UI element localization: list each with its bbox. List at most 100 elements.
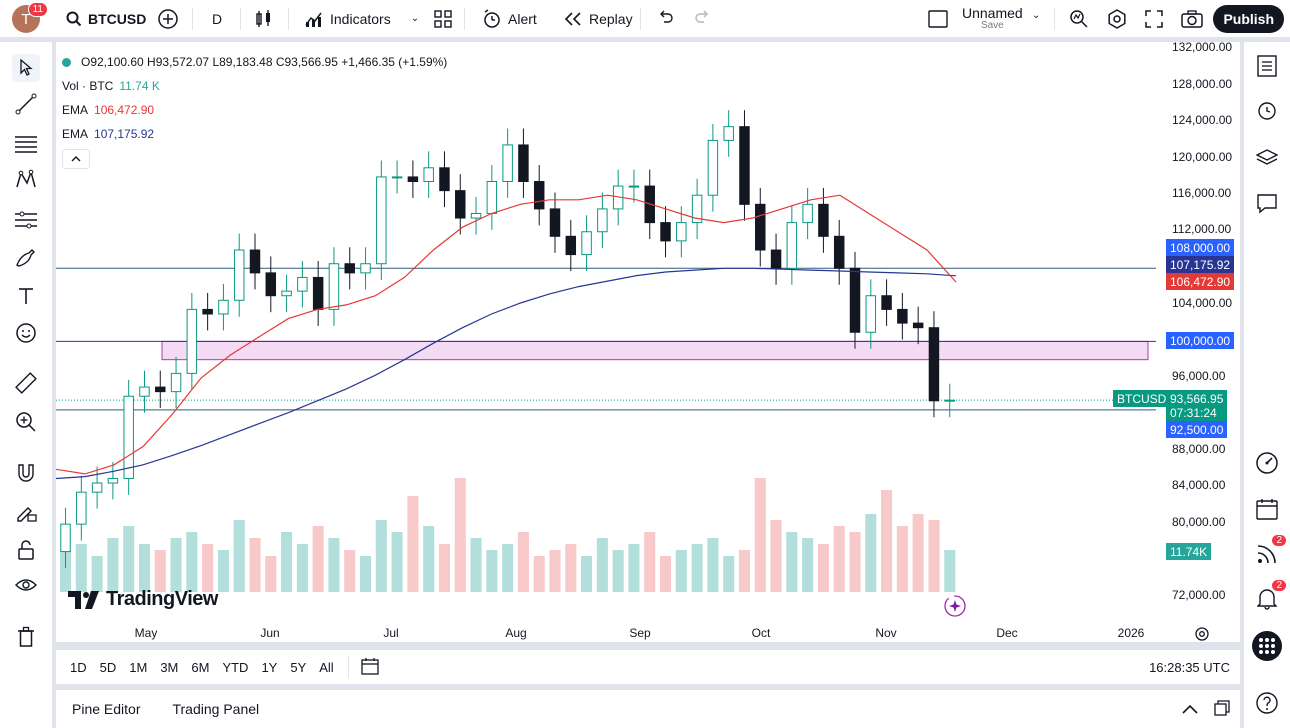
chart-type-button[interactable] (255, 9, 273, 32)
compare-symbol-button[interactable] (157, 8, 179, 33)
brush-tool[interactable] (12, 244, 40, 272)
settings-button[interactable] (1106, 8, 1128, 33)
text-tool[interactable] (12, 282, 40, 310)
chevron-down-icon[interactable]: ⌄ (1032, 10, 1041, 21)
candle-body (549, 208, 561, 237)
remove-tool[interactable] (12, 623, 40, 651)
prediction-tool[interactable] (12, 206, 40, 234)
products-button[interactable] (1252, 631, 1282, 661)
trading-panel-tab[interactable]: Trading Panel (172, 701, 260, 717)
chat-icon (1257, 194, 1277, 214)
support-price-label[interactable]: 92,500.00 (1166, 421, 1228, 438)
chevron-up-icon (71, 156, 81, 162)
volume-bar (296, 544, 308, 592)
candle-body (391, 176, 403, 179)
price-chart[interactable] (56, 42, 1240, 642)
chart-pane[interactable] (56, 42, 1240, 642)
magnifier-spark-icon (1070, 10, 1088, 28)
publish-button[interactable]: Publish (1213, 5, 1284, 33)
help-icon (1256, 692, 1278, 714)
rss-icon (1257, 545, 1276, 564)
news-feed-button[interactable]: 2 (1252, 535, 1286, 569)
watchlist-button[interactable] (1252, 51, 1282, 81)
measure-tool[interactable] (12, 369, 40, 397)
indicators-button[interactable]: Indicators ⌄ (296, 0, 427, 38)
rewind-icon (564, 11, 581, 26)
range-1d[interactable]: 1D (70, 659, 87, 675)
undo-button[interactable] (656, 10, 674, 29)
legend-ema-slow-row[interactable]: EMA 107,175.92 (62, 127, 155, 141)
alarm-clock-icon (1258, 102, 1276, 120)
pattern-tool[interactable] (12, 166, 40, 194)
legend-volume-row[interactable]: Vol · BTC 11.74 K (62, 79, 160, 93)
range-1y[interactable]: 1Y (261, 659, 278, 675)
ai-assistant-button[interactable] (941, 594, 967, 623)
range-6m[interactable]: 6M (191, 659, 210, 675)
volume-bar (581, 556, 593, 592)
candle-body (107, 477, 119, 484)
fullscreen-button[interactable] (1144, 9, 1164, 32)
alerts-button[interactable] (1252, 95, 1282, 125)
range-3m[interactable]: 3M (160, 659, 179, 675)
time-tick: Aug (505, 626, 527, 640)
replay-button[interactable]: Replay (555, 0, 641, 38)
volume-bar (596, 538, 608, 592)
fib-tool[interactable] (12, 130, 40, 158)
volume-bar (675, 550, 687, 592)
price-tick: 112,000.00 (1172, 222, 1232, 236)
calendar-icon (1256, 499, 1278, 520)
zoom-tool[interactable] (12, 408, 40, 436)
zone-price-label[interactable]: 100,000.00 (1166, 332, 1235, 349)
redo-button[interactable] (694, 10, 712, 29)
range-5y[interactable]: 5Y (290, 659, 307, 675)
price-tick: 120,000.00 (1172, 150, 1233, 164)
notifications-button[interactable]: 2 (1252, 580, 1286, 614)
cursor-tool[interactable] (12, 54, 40, 82)
line-price-label[interactable]: 108,000.00 (1166, 239, 1235, 256)
pine-editor-tab[interactable]: Pine Editor (72, 701, 141, 717)
legend-ema-fast-row[interactable]: EMA 106,472.90 (62, 103, 155, 117)
lock-tool[interactable] (12, 536, 40, 564)
clock[interactable]: 16:28:35 UTC (1149, 659, 1230, 675)
symbol-search[interactable]: BTCUSD (58, 0, 154, 38)
range-5d[interactable]: 5D (99, 659, 117, 675)
range-ytd[interactable]: YTD (222, 659, 249, 675)
layout-select-button[interactable] (928, 10, 948, 31)
time-tick: Sep (629, 626, 651, 640)
chats-button[interactable] (1252, 189, 1282, 219)
tradingview-logo[interactable]: TradingView (68, 588, 218, 611)
interval-button[interactable]: D (212, 11, 223, 27)
alert-button[interactable]: Alert (474, 0, 545, 38)
emoji-tool[interactable] (12, 319, 40, 347)
price-tick: 88,000.00 (1172, 442, 1226, 456)
layout-name[interactable]: Unnamed Save (962, 5, 1023, 31)
screener-button[interactable] (1252, 448, 1282, 478)
snapshot-button[interactable] (1181, 9, 1203, 32)
candle-body (407, 176, 419, 182)
maximize-panel-button[interactable] (1214, 699, 1230, 719)
support-zone (161, 340, 1149, 361)
chevron-down-icon: ⌄ (410, 13, 420, 24)
range-1m[interactable]: 1M (129, 659, 148, 675)
collapse-legend-button[interactable] (62, 149, 90, 169)
data-window-button[interactable] (1252, 143, 1282, 173)
goto-date-button[interactable] (361, 657, 381, 678)
candle-body (91, 482, 103, 493)
lock-drawing-tool[interactable] (12, 498, 40, 526)
range-all[interactable]: All (319, 659, 334, 675)
candle-body (249, 249, 261, 274)
calendar-button[interactable] (1252, 494, 1282, 524)
hide-tool[interactable] (12, 571, 40, 599)
quick-search-button[interactable] (1068, 8, 1090, 33)
help-button[interactable] (1252, 688, 1282, 718)
trendline-tool[interactable] (12, 90, 40, 118)
collapse-panel-button[interactable] (1182, 701, 1198, 717)
magnet-tool[interactable] (12, 459, 40, 487)
candle-body (802, 203, 813, 224)
templates-button[interactable] (434, 10, 452, 31)
volume-bar (328, 538, 340, 592)
volume-bar (91, 556, 103, 592)
user-avatar[interactable]: T 11 (12, 2, 48, 33)
axis-settings-button[interactable] (1194, 626, 1210, 647)
volume-bar (849, 532, 861, 592)
